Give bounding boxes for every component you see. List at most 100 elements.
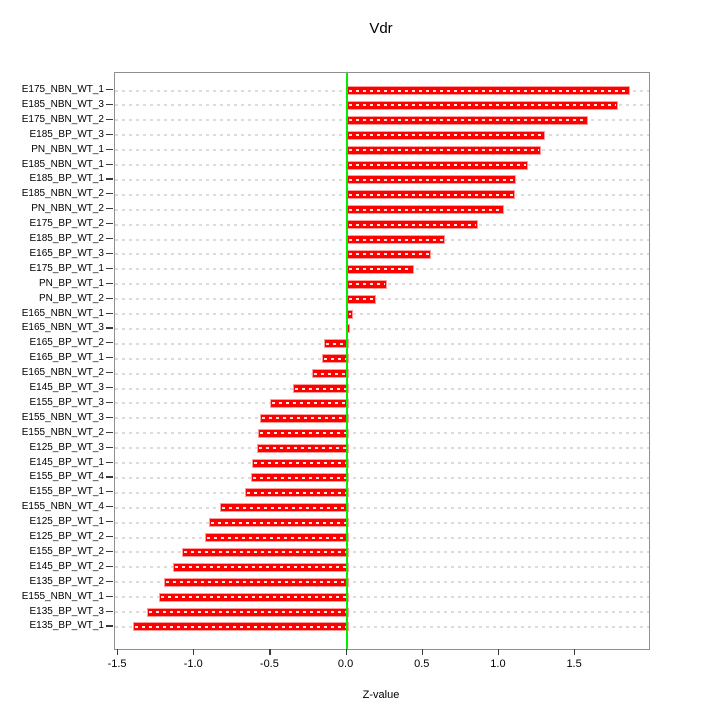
grid-line — [115, 417, 649, 420]
y-tick — [106, 297, 113, 299]
grid-line — [115, 357, 649, 360]
y-tick — [106, 536, 113, 538]
x-tick-label: 0.5 — [414, 658, 430, 670]
bar-grid-overlay — [348, 104, 617, 107]
y-axis-label: E175_BP_WT_2 — [29, 218, 105, 230]
bar-grid-overlay — [348, 119, 586, 122]
y-axis-label: E145_BP_WT_2 — [29, 560, 105, 572]
bar-grid-overlay — [313, 372, 347, 375]
y-tick — [106, 133, 113, 135]
bar-grid-overlay — [252, 476, 347, 479]
bar — [311, 369, 349, 379]
y-tick — [106, 342, 113, 344]
grid-line — [115, 611, 649, 613]
bar — [244, 488, 349, 498]
y-tick — [106, 89, 113, 91]
bar — [163, 577, 349, 587]
x-tick — [345, 649, 347, 655]
y-axis-label: E175_NBN_WT_1 — [21, 84, 104, 95]
y-axis-label: E145_BP_WT_3 — [29, 382, 105, 393]
x-tick-label: -1.0 — [183, 658, 203, 670]
bar — [346, 175, 517, 185]
y-tick — [106, 372, 113, 374]
y-tick — [106, 565, 113, 567]
grid-line — [115, 566, 649, 569]
grid-line — [115, 342, 649, 345]
grid-line — [115, 625, 649, 628]
bar-grid-overlay — [348, 208, 502, 211]
y-axis-label: E175_NBN_WT_2 — [21, 113, 104, 125]
y-axis-label: E155_NBN_WT_1 — [21, 590, 104, 602]
grid-line — [115, 327, 649, 330]
bar-grid-overlay — [165, 581, 347, 584]
grid-line — [115, 402, 649, 405]
bar-grid-overlay — [135, 625, 347, 628]
x-tick-label: -1.5 — [107, 658, 127, 670]
y-axis-label: E155_BP_WT_4 — [29, 471, 105, 483]
bar — [346, 294, 376, 304]
y-tick — [106, 118, 113, 120]
y-axis-label: E165_NBN_WT_2 — [21, 367, 104, 379]
chart-title: Vdr — [369, 20, 393, 37]
y-axis-label: E185_BP_WT_3 — [29, 128, 105, 140]
x-tick — [269, 649, 271, 655]
bar — [172, 562, 349, 572]
y-tick — [106, 625, 113, 627]
bar-grid-overlay — [348, 283, 385, 286]
bar-grid-overlay — [324, 357, 347, 360]
y-tick — [106, 461, 113, 463]
y-axis-label: E155_BP_WT_2 — [29, 545, 105, 557]
x-tick — [497, 649, 500, 655]
y-axis-label: E155_NBN_WT_3 — [21, 411, 104, 423]
bar-grid-overlay — [261, 417, 347, 420]
bar-grid-overlay — [348, 164, 527, 166]
y-tick — [106, 267, 113, 269]
grid-line — [115, 372, 649, 375]
bar — [346, 130, 546, 140]
bar — [346, 115, 588, 125]
y-tick — [106, 610, 113, 612]
bar — [346, 220, 479, 230]
y-axis-label: E185_NBN_WT_1 — [21, 158, 104, 170]
y-tick — [106, 178, 113, 180]
x-tick — [117, 649, 119, 655]
y-axis-label: E175_BP_WT_1 — [29, 262, 105, 274]
grid-line — [115, 432, 649, 435]
bar-grid-overlay — [348, 298, 374, 301]
bar — [146, 607, 349, 617]
y-axis-label: E135_BP_WT_3 — [29, 605, 105, 617]
y-tick — [106, 387, 113, 389]
bar — [204, 533, 349, 542]
y-tick — [106, 416, 113, 418]
bar-grid-overlay — [325, 342, 347, 345]
bar-grid-overlay — [348, 268, 413, 271]
bar-grid-overlay — [348, 89, 629, 92]
y-axis-label: E165_NBN_WT_3 — [21, 322, 104, 334]
bar-grid-overlay — [295, 387, 347, 390]
bar-grid-overlay — [161, 596, 347, 599]
y-tick — [106, 193, 113, 195]
bar-grid-overlay — [148, 611, 347, 613]
bar — [159, 592, 349, 602]
y-axis-label: PN_BP_WT_1 — [38, 277, 104, 289]
grid-line — [115, 298, 649, 301]
grid-line — [115, 596, 649, 599]
y-tick — [106, 223, 113, 225]
y-tick — [106, 506, 113, 508]
bar-grid-overlay — [184, 551, 347, 554]
y-tick — [106, 550, 113, 553]
bar — [322, 354, 349, 364]
y-axis-label: PN_NBN_WT_2 — [31, 203, 104, 215]
bar-grid-overlay — [348, 313, 352, 315]
plot-area — [114, 72, 650, 650]
y-axis-label: E125_BP_WT_1 — [29, 516, 105, 528]
y-tick — [106, 282, 113, 284]
bar — [323, 339, 349, 349]
y-axis-label: PN_BP_WT_2 — [38, 292, 104, 304]
bar — [346, 100, 619, 110]
y-axis-label: E155_NBN_WT_4 — [21, 501, 104, 513]
grid-line — [115, 506, 649, 509]
x-tick — [193, 649, 195, 655]
grid-line — [115, 313, 649, 315]
